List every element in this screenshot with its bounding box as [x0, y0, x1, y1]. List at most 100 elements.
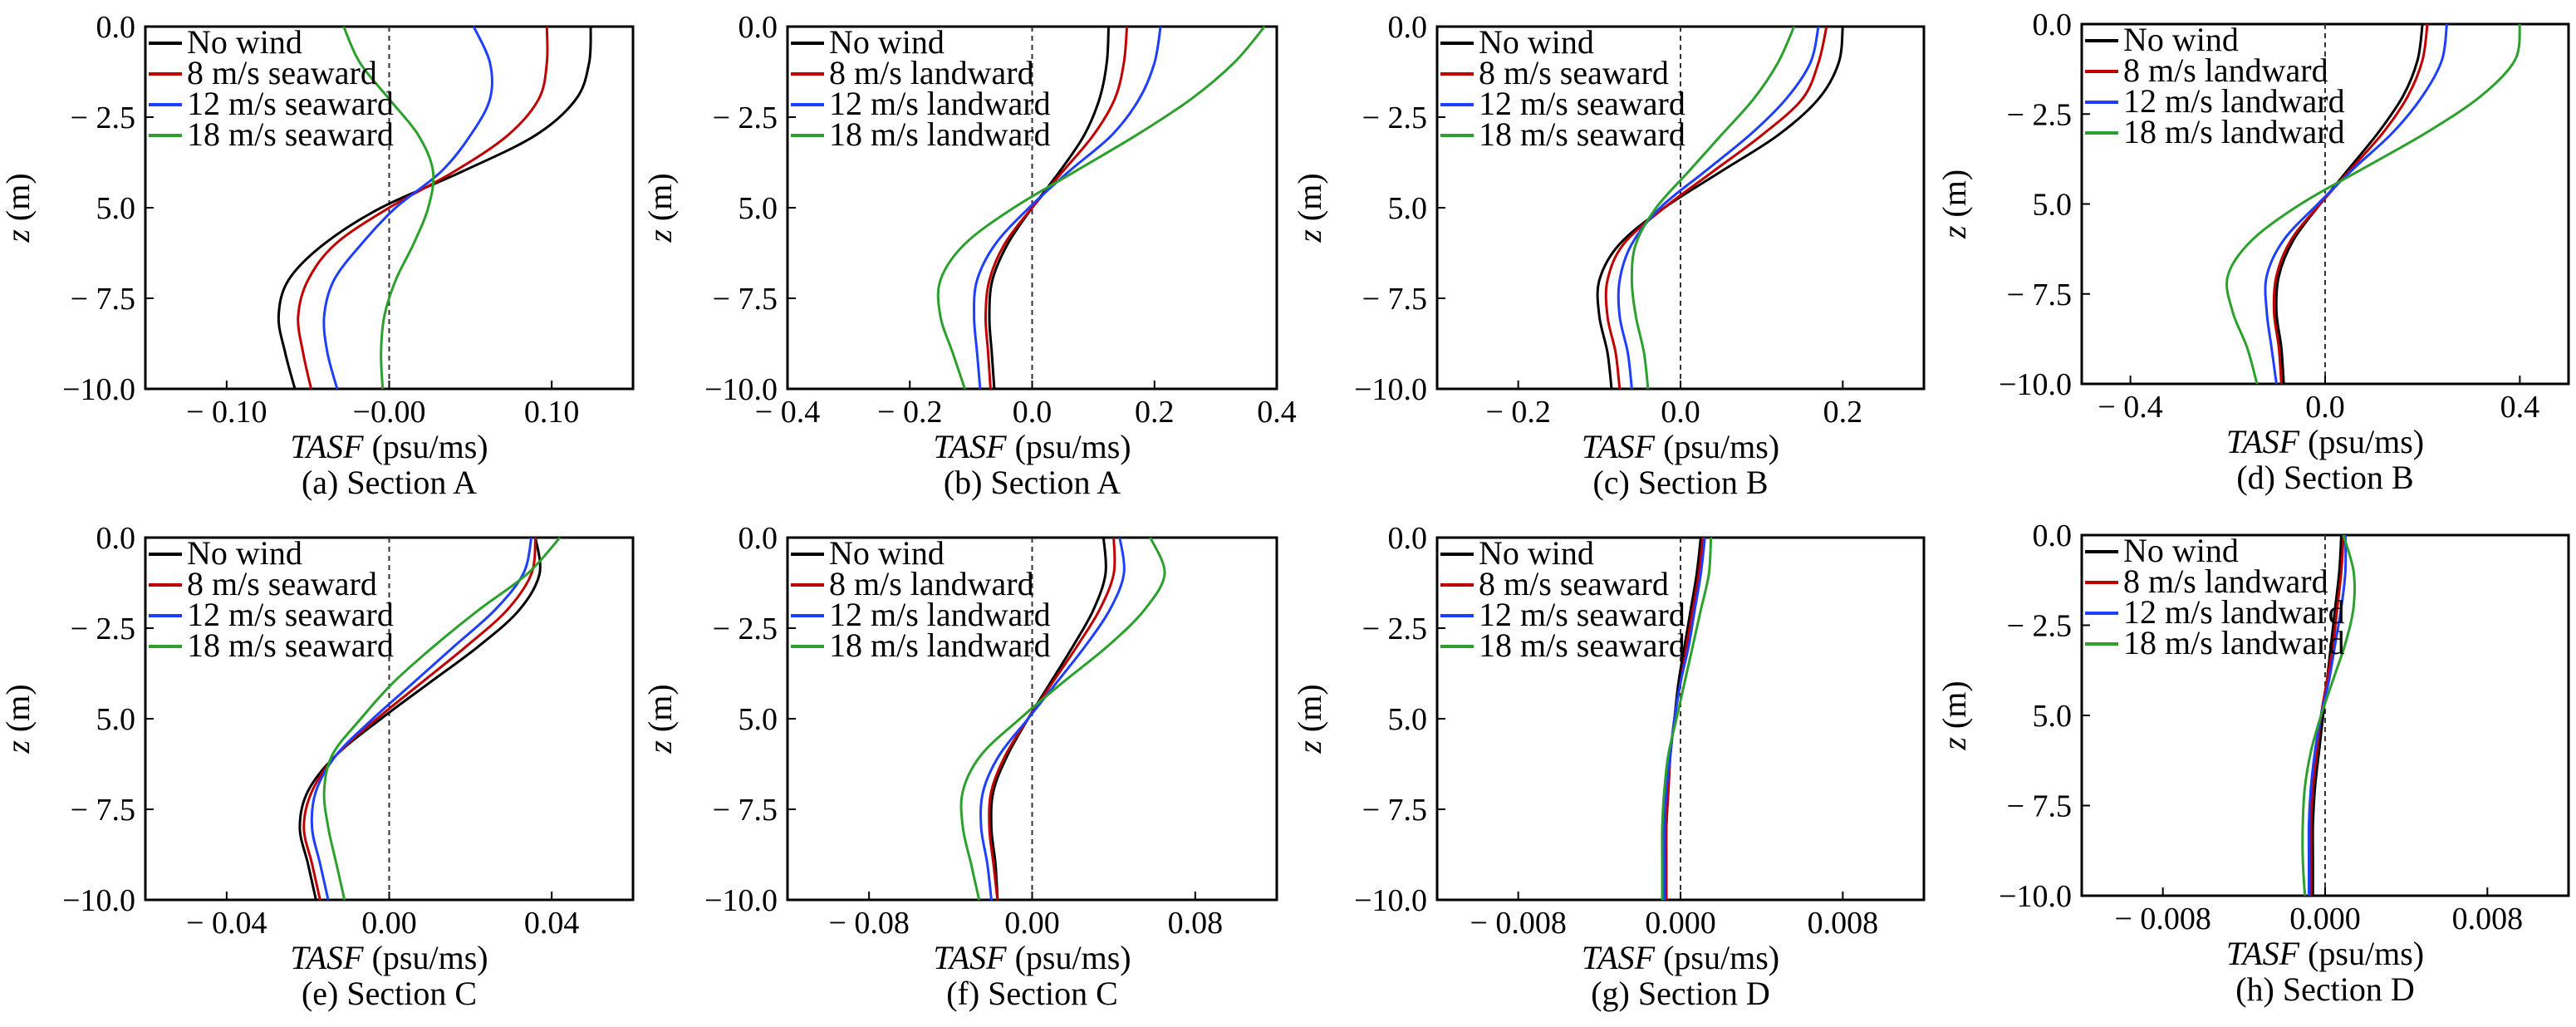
y-tick-label: − 2.5: [71, 101, 135, 135]
y-tick-label: −10.0: [1354, 883, 1427, 918]
y-tick-label: 5.0: [96, 702, 136, 737]
y-tick-label: 5.0: [738, 702, 778, 737]
legend-label: 18 m/s seaward: [1479, 115, 1685, 153]
legend-label: 8 m/s landward: [829, 54, 1034, 91]
legend-label: No wind: [187, 534, 302, 572]
legend-label: 8 m/s landward: [2123, 563, 2328, 600]
series-line-2: [1604, 26, 1828, 390]
x-tick-label: 0.10: [524, 395, 580, 430]
panel-e: 0.0 − 2.5 5.0 − 7.5 −10.0 − 0.04 0.00 0.04 TASF …: [0, 521, 635, 1012]
panel-a: 0.0 − 2.5 5.0 − 7.5 −10.0 − 0.10 −0.00 0.10 TASF…: [0, 10, 635, 501]
legend-label: 12 m/s seaward: [1479, 85, 1685, 122]
legend-label: 8 m/s landward: [2123, 52, 2328, 89]
y-tick-label: −10.0: [1354, 372, 1427, 407]
series-line-4: [2301, 534, 2357, 897]
legend-label: 12 m/s landward: [2123, 82, 2345, 120]
legend-label: 18 m/s landward: [829, 627, 1051, 664]
y-axis-label: z (m): [641, 173, 679, 243]
y-tick-label: −10.0: [62, 372, 135, 407]
y-tick-label: 0.0: [2033, 518, 2073, 553]
y-tick-label: − 7.5: [713, 282, 778, 317]
y-tick-label: − 7.5: [2007, 278, 2072, 312]
series-line-3: [1662, 537, 1706, 900]
series-line-3: [973, 26, 1162, 390]
x-tick-label: 0.000: [1645, 906, 1716, 941]
panel-caption: (a) Section A: [302, 464, 477, 501]
legend-label: 12 m/s seaward: [1479, 596, 1685, 633]
y-axis-label: z (m): [641, 684, 679, 754]
y-tick-label: −10.0: [704, 883, 778, 918]
legend-label: 18 m/s landward: [829, 115, 1051, 153]
x-axis-label: TASF (psu/ms): [290, 939, 488, 976]
y-tick-label: 5.0: [1388, 702, 1428, 737]
legend-label: No wind: [187, 23, 302, 61]
legend-label: 8 m/s seaward: [187, 565, 377, 602]
x-tick-label: − 0.04: [186, 906, 267, 941]
x-tick-label: −0.00: [353, 395, 426, 430]
legend-label: No wind: [1479, 534, 1594, 572]
y-tick-label: − 2.5: [71, 612, 135, 646]
y-tick-label: 0.0: [2033, 7, 2073, 42]
panel-g: 0.0 − 2.5 5.0 − 7.5 −10.0 − 0.008 0.000 0.008 TA…: [1291, 521, 1926, 1012]
series-line-4: [322, 536, 562, 901]
x-tick-label: 0.0: [1013, 395, 1052, 430]
legend-label: 8 m/s seaward: [187, 54, 377, 91]
panel-caption: (h) Section D: [2235, 970, 2415, 1008]
series-line-3: [979, 537, 1126, 901]
legend-label: No wind: [1479, 23, 1594, 61]
series-line-4: [959, 537, 1166, 901]
y-axis-label: z (m): [0, 173, 37, 243]
series-line-2: [984, 26, 1129, 390]
y-tick-label: −10.0: [1999, 879, 2072, 914]
x-tick-label: − 0.008: [1470, 906, 1566, 941]
y-tick-label: 0.0: [96, 10, 136, 45]
y-tick-label: 5.0: [1388, 191, 1428, 226]
series-line-1: [277, 26, 592, 390]
x-tick-label: 0.000: [2289, 902, 2361, 936]
legend-label: 18 m/s seaward: [1479, 627, 1685, 664]
y-tick-label: 0.0: [1388, 521, 1428, 556]
x-tick-label: 0.08: [1168, 906, 1224, 941]
panel-h: 0.0 − 2.5 5.0 − 7.5 −10.0 − 0.008 0.000 0.008 TA…: [1936, 518, 2570, 1008]
panel-caption: (e) Section C: [302, 975, 477, 1012]
y-tick-label: − 7.5: [2007, 789, 2072, 824]
x-axis-label: TASF (psu/ms): [933, 428, 1131, 465]
x-axis-label: TASF (psu/ms): [2226, 935, 2424, 972]
y-tick-label: − 2.5: [713, 101, 778, 135]
panel-f: 0.0 − 2.5 5.0 − 7.5 −10.0 − 0.08 0.00 0.08 TASF …: [641, 521, 1278, 1012]
y-tick-label: − 2.5: [2007, 609, 2072, 644]
y-tick-label: −10.0: [62, 883, 135, 918]
x-tick-label: 0.0: [2305, 390, 2345, 425]
y-tick-label: 0.0: [1388, 10, 1428, 45]
legend-label: 8 m/s seaward: [1479, 54, 1669, 91]
x-tick-label: 0.2: [1135, 395, 1175, 430]
y-tick-label: − 7.5: [71, 793, 135, 828]
x-tick-label: 0.008: [2452, 902, 2524, 936]
y-tick-label: − 2.5: [2007, 97, 2072, 132]
y-axis-label: z (m): [1936, 170, 1973, 239]
legend-label: No wind: [2123, 532, 2239, 569]
y-tick-label: 0.0: [96, 521, 136, 556]
y-tick-label: 0.0: [738, 521, 778, 556]
x-tick-label: 0.008: [1808, 906, 1879, 941]
series-line-3: [1617, 26, 1820, 390]
y-tick-label: − 2.5: [713, 612, 778, 646]
x-tick-label: 0.4: [1257, 395, 1297, 430]
panel-caption: (b) Section A: [944, 464, 1121, 501]
x-tick-label: − 0.2: [877, 395, 942, 430]
series-line-4: [1630, 26, 1796, 390]
panel-d: 0.0 − 2.5 5.0 − 7.5 −10.0 − 0.4 0.0 0.4 TASF (ps…: [1936, 7, 2570, 496]
panel-caption: (g) Section D: [1591, 975, 1770, 1012]
series-line-2: [2272, 23, 2429, 385]
y-tick-label: − 7.5: [1362, 793, 1427, 828]
y-tick-label: 5.0: [2033, 188, 2073, 223]
y-tick-label: −10.0: [1999, 367, 2072, 402]
x-tick-label: 0.00: [1004, 906, 1060, 941]
y-tick-label: − 2.5: [1362, 101, 1427, 135]
y-tick-label: 5.0: [2033, 699, 2073, 734]
legend-label: 12 m/s seaward: [187, 85, 394, 122]
x-tick-label: 0.04: [524, 906, 580, 941]
series-line-3: [322, 26, 493, 390]
series-line-2: [302, 537, 537, 901]
